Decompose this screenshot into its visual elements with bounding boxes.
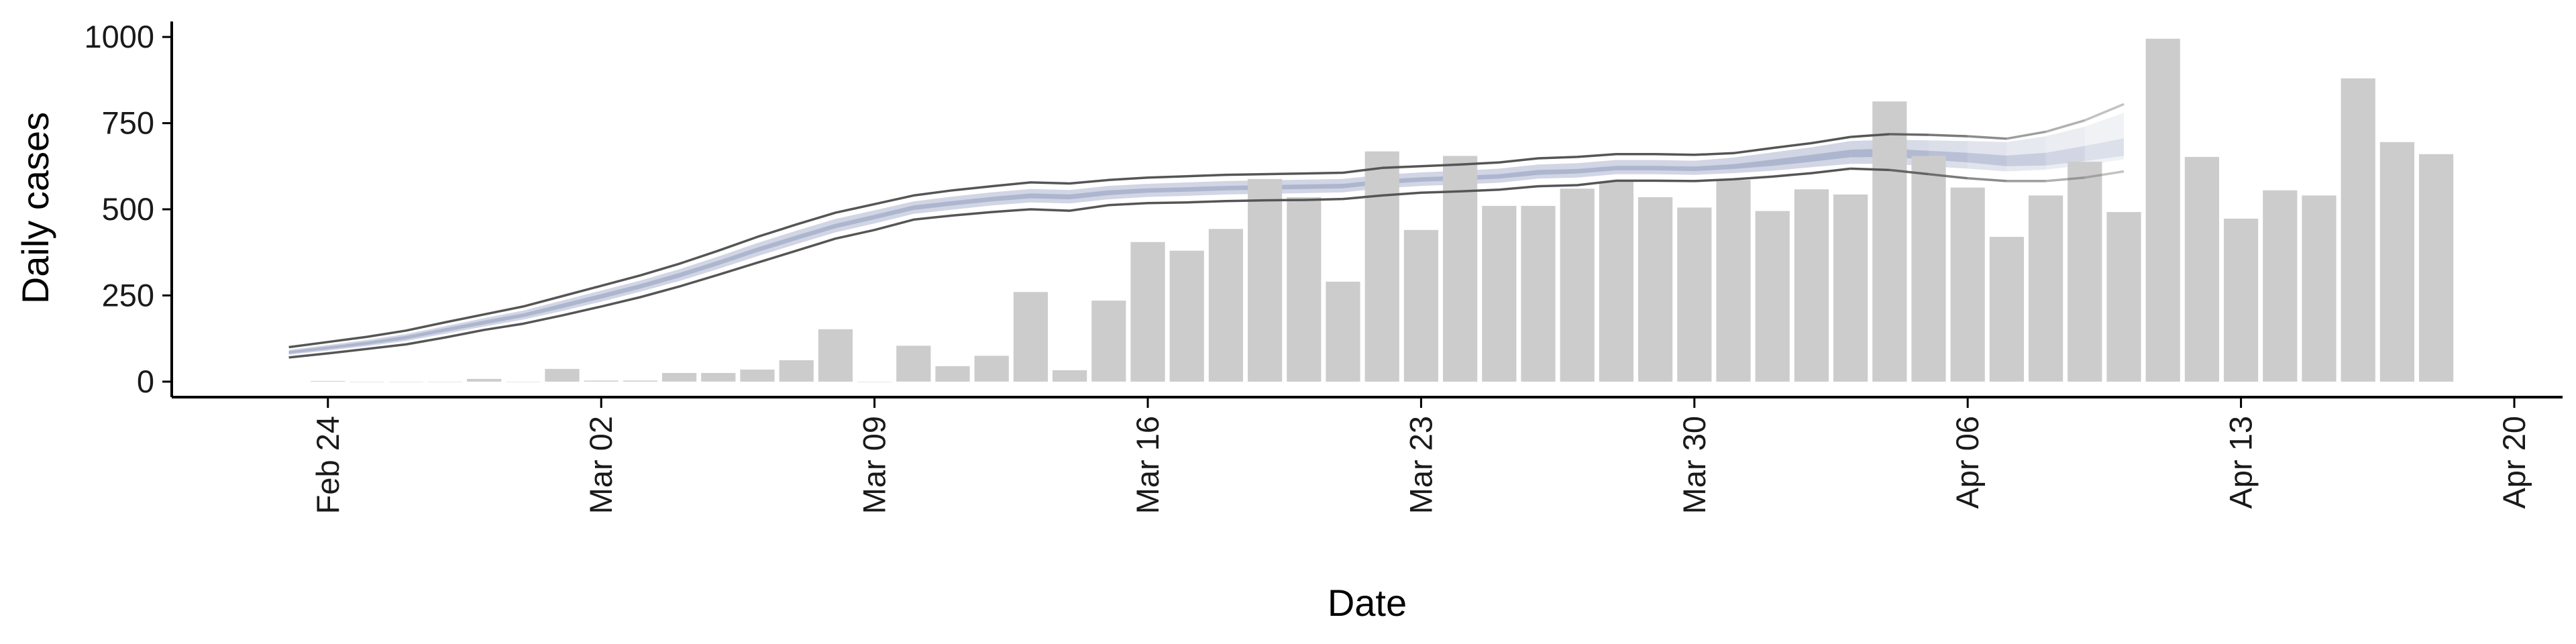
x-tick-label: Apr 13 <box>2223 416 2259 508</box>
daily-case-bar <box>1794 189 1829 382</box>
upper-bound-line-forecast <box>1850 133 1890 138</box>
outer-credible-band-forecast <box>2006 136 2046 172</box>
daily-case-bar <box>2068 162 2102 382</box>
daily-case-bar <box>2302 195 2337 382</box>
lower-bound-line <box>288 167 1851 359</box>
x-tick-label: Mar 09 <box>857 416 892 514</box>
daily-case-bar <box>740 369 775 382</box>
daily-case-bar <box>2379 142 2414 382</box>
inner-credible-band-forecast <box>1968 152 2007 166</box>
upper-bound-line-forecast <box>1968 135 2007 140</box>
daily-case-bar <box>584 380 619 382</box>
y-tick-label: 1000 <box>84 19 154 54</box>
forecast-band-layer <box>288 113 2124 355</box>
lower-bound-line-forecast <box>1889 168 1929 176</box>
upper-bound-line-forecast <box>1889 133 1929 136</box>
daily-case-bar <box>1248 178 1283 382</box>
daily-case-bar <box>545 368 580 382</box>
upper-bound-line <box>288 136 1851 349</box>
daily-case-bar <box>2184 156 2219 382</box>
daily-case-bar <box>2106 212 2141 382</box>
daily-case-bar <box>1911 156 1946 382</box>
daily-case-bar <box>1482 205 1517 382</box>
daily-case-bar <box>1403 229 1438 382</box>
daily-case-bar <box>662 373 697 382</box>
inner-credible-band-forecast <box>2045 146 2085 166</box>
x-tick-label: Apr 20 <box>2496 416 2532 508</box>
daily-case-bar <box>2341 78 2375 382</box>
outer-credible-band <box>288 141 1851 355</box>
upper-bound-line-forecast <box>2045 119 2086 133</box>
outer-credible-band-forecast <box>2045 126 2085 170</box>
daily-case-bar <box>2224 218 2259 382</box>
daily-case-bar <box>1599 181 1633 382</box>
outer-credible-band-forecast <box>2084 113 2124 166</box>
x-tick-label: Feb 24 <box>310 416 345 514</box>
lower-bound-line-forecast <box>1850 167 1890 172</box>
daily-case-bar <box>1169 250 1204 382</box>
daily-case-bar <box>2145 38 2180 382</box>
daily-case-bar <box>935 366 970 382</box>
y-tick-label: 0 <box>137 364 154 399</box>
y-axis-title: Daily cases <box>14 112 56 304</box>
x-tick-label: Mar 23 <box>1403 416 1438 514</box>
daily-case-bar <box>1950 187 1985 382</box>
daily-case-bar <box>779 360 814 382</box>
daily-case-bar <box>701 373 736 382</box>
x-tick-label: Mar 30 <box>1676 416 1712 514</box>
daily-case-bar <box>1130 241 1165 382</box>
daily-case-bar <box>1443 156 1478 382</box>
upper-bound-line-forecast <box>2084 103 2125 122</box>
x-axis-ticks: Feb 24 Mar 02 Mar 09 Mar 16 Mar 23 Mar 30 Apr … <box>310 397 2532 514</box>
daily-case-bar <box>1521 205 1556 382</box>
daily-case-bar <box>1716 180 1751 382</box>
daily-case-bar <box>1677 207 1712 382</box>
daily-case-bar <box>1872 101 1907 382</box>
daily-case-bar <box>1364 151 1399 382</box>
daily-case-bar <box>1091 301 1126 382</box>
daily-case-bar <box>2419 154 2454 382</box>
daily-case-bar <box>1755 211 1790 382</box>
y-axis-ticks: 0 250 500 750 1000 <box>84 19 172 399</box>
inner-credible-band-forecast <box>2084 138 2124 162</box>
daily-case-bar <box>1326 281 1360 382</box>
daily-case-bar <box>1638 197 1673 382</box>
daily-case-bar <box>1208 229 1243 382</box>
bar-layer <box>311 38 2454 382</box>
daily-case-bar <box>2263 190 2298 382</box>
daily-case-bar <box>1053 370 1087 382</box>
daily-case-bar <box>818 329 853 382</box>
inner-credible-band <box>288 150 1851 354</box>
y-tick-label: 500 <box>102 191 154 227</box>
daily-case-bar <box>1989 237 2024 382</box>
daily-case-bar <box>896 345 931 382</box>
daily-case-bar <box>467 378 502 382</box>
daily-case-bar <box>311 380 345 382</box>
inner-credible-band-forecast <box>2006 152 2046 166</box>
x-tick-label: Apr 06 <box>1949 416 1985 508</box>
daily-case-bar <box>2029 195 2063 382</box>
daily-case-bar <box>1833 194 1868 382</box>
lower-bound-line-forecast <box>1928 172 1968 180</box>
lower-bound-line-forecast <box>1968 177 2007 182</box>
lower-bound-line-forecast <box>2084 170 2125 179</box>
x-axis-title: Date <box>1328 582 1407 624</box>
upper-bound-line-forecast <box>1928 133 1968 138</box>
upper-bound-line-forecast <box>2006 130 2046 140</box>
daily-case-bar <box>1013 292 1048 382</box>
bound-line-layer <box>288 103 2125 359</box>
lower-bound-line-forecast <box>2045 176 2085 182</box>
x-tick-label: Mar 16 <box>1130 416 1165 514</box>
daily-case-bar <box>974 356 1009 382</box>
daily-case-bar <box>1560 189 1595 382</box>
y-tick-label: 750 <box>102 105 154 141</box>
daily-case-bar <box>623 380 657 382</box>
daily-case-bar <box>1287 197 1322 382</box>
x-tick-label: Mar 02 <box>583 416 619 514</box>
y-tick-label: 250 <box>102 277 154 313</box>
